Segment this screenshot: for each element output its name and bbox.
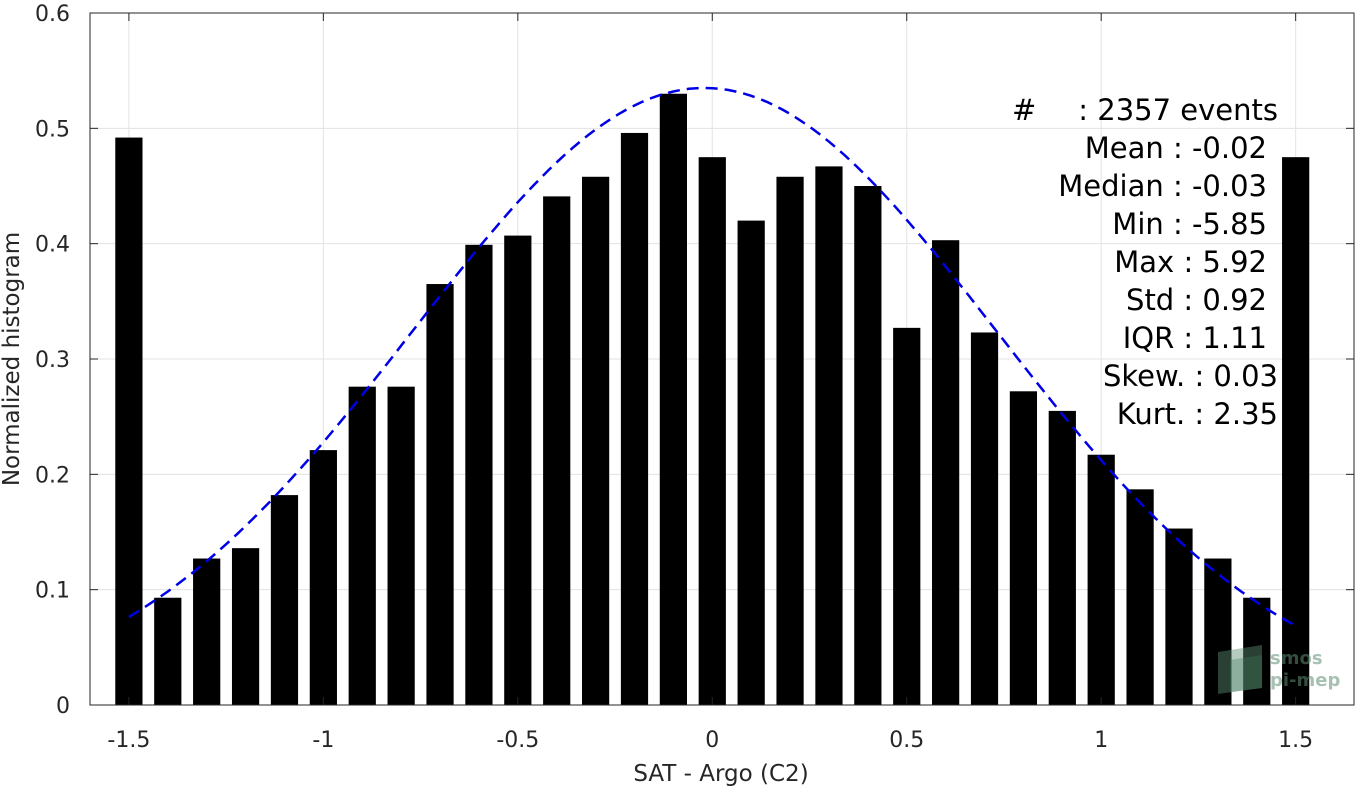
y-tick-label: 0.6 — [35, 2, 70, 27]
bar — [154, 597, 182, 705]
bar — [1087, 454, 1115, 705]
x-tick-label: 1.5 — [1278, 728, 1313, 753]
bar — [504, 235, 532, 706]
x-tick-label: 0 — [705, 728, 719, 753]
bars — [115, 93, 1310, 706]
smos-pimep-logo: smos pi-mep — [1218, 645, 1340, 694]
bar — [465, 244, 493, 705]
bar — [620, 132, 649, 706]
bar — [737, 220, 765, 705]
bar — [1009, 391, 1038, 705]
bar — [659, 93, 687, 705]
bar — [543, 196, 571, 705]
y-tick-label: 0.3 — [35, 348, 70, 373]
bar — [932, 240, 960, 705]
y-tick-label: 0 — [56, 694, 70, 719]
y-axis-label: Normalized histogram — [0, 232, 25, 486]
y-tick-label: 0.5 — [35, 117, 70, 142]
bar — [348, 386, 376, 705]
stat-median: Median : -0.03 — [1058, 169, 1267, 203]
x-axis-label: SAT - Argo (C2) — [633, 761, 808, 787]
x-tick-label: -1 — [312, 728, 334, 753]
y-tick-label: 0.4 — [35, 233, 70, 258]
bar — [1048, 410, 1076, 705]
stat-kurt: Kurt. : 2.35 — [1117, 397, 1278, 431]
bar — [193, 558, 221, 705]
stat-iqr: IQR : 1.11 — [1123, 321, 1267, 355]
logo-text-pimep: pi-mep — [1270, 670, 1340, 691]
stat-count-symbol: # — [1012, 93, 1036, 127]
bar — [1282, 157, 1310, 705]
x-tick-label: 0.5 — [889, 728, 924, 753]
stat-count: : 2357 events — [1078, 93, 1278, 127]
stat-std: Std : 0.92 — [1126, 283, 1267, 317]
bar — [231, 548, 260, 705]
stat-max: Max : 5.92 — [1114, 245, 1267, 279]
x-tick-label: -1.5 — [107, 728, 150, 753]
bar — [698, 157, 726, 705]
logo-mark-icon — [1218, 645, 1262, 694]
bar — [309, 450, 337, 705]
bar — [970, 332, 999, 705]
stat-skew: Skew. : 0.03 — [1103, 359, 1278, 393]
logo-text-smos: smos — [1270, 648, 1323, 669]
y-tick-label: 0.2 — [35, 463, 70, 488]
logo-mark-shade-icon — [1230, 655, 1262, 692]
bar — [426, 284, 454, 705]
bar — [776, 176, 804, 706]
bar — [581, 176, 610, 706]
stats-panel: # : 2357 events Mean : -0.02 Median : -0… — [1012, 93, 1278, 431]
bar — [387, 386, 415, 705]
bar — [854, 186, 882, 705]
stat-min: Min : -5.85 — [1112, 207, 1267, 241]
bar — [270, 495, 299, 705]
y-tick-label: 0.1 — [35, 579, 70, 604]
bar — [815, 166, 843, 706]
fit-curve — [128, 86, 1297, 627]
bar — [1126, 489, 1154, 705]
stat-mean: Mean : -0.02 — [1085, 131, 1267, 165]
bar — [893, 327, 921, 705]
bar — [1204, 558, 1232, 705]
bar — [115, 137, 143, 705]
bar — [1243, 597, 1271, 705]
x-axis-ticks: -1.5 -1 -0.5 0 0.5 1 1.5 — [107, 13, 1313, 753]
y-axis-ticks: 0 0.1 0.2 0.3 0.4 0.5 0.6 — [35, 2, 1354, 719]
bar — [1165, 528, 1193, 705]
x-tick-label: -0.5 — [496, 728, 539, 753]
x-tick-label: 1 — [1094, 728, 1108, 753]
